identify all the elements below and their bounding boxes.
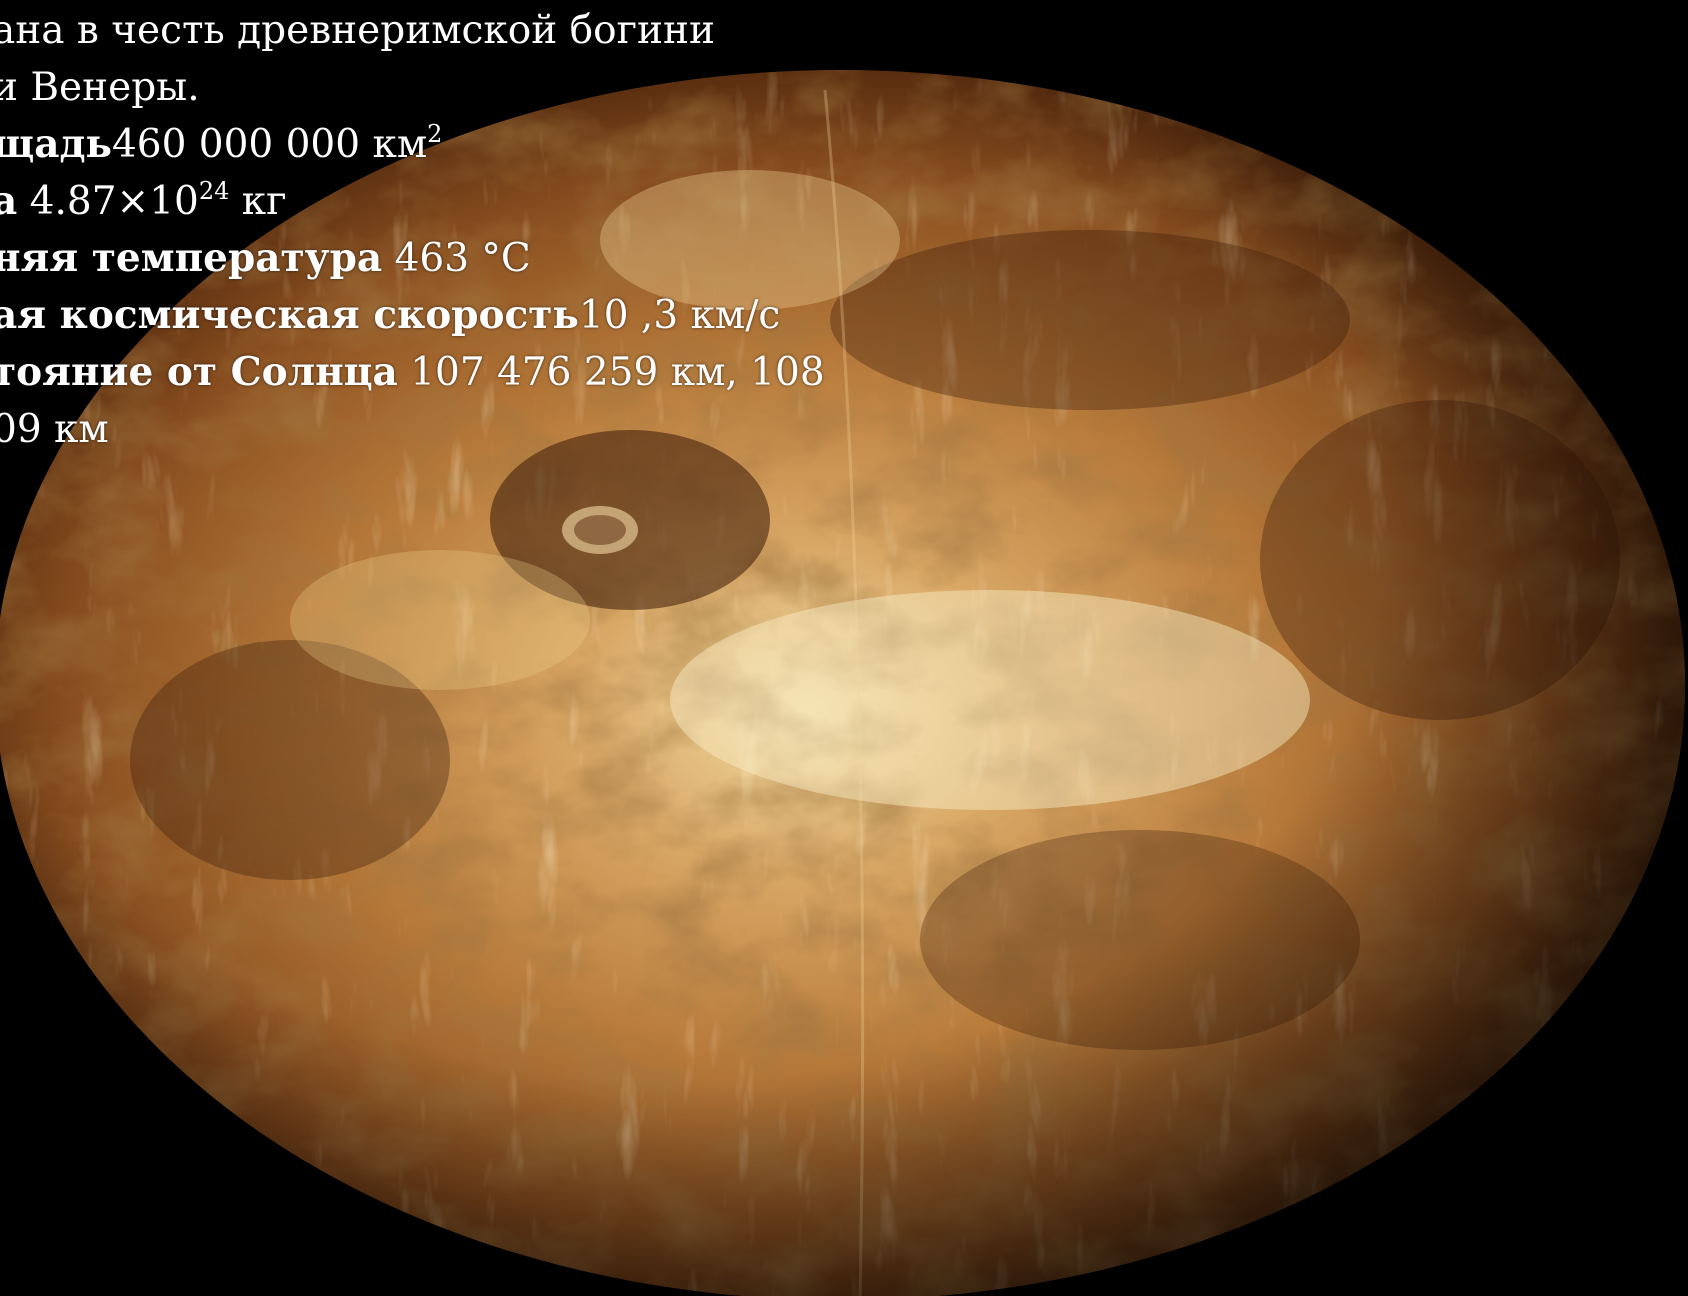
fact-line-name-origin: ана в честь древнеримской богини — [0, 2, 892, 59]
fact-value: 460 000 000 км — [111, 122, 428, 167]
fact-label: няя температура — [0, 235, 383, 281]
fact-line-temperature: няя температура 463 °C — [0, 230, 892, 287]
fact-superscript: 2 — [427, 120, 443, 148]
fact-line-distance-from-sun: тояние от Солнца 107 476 259 км, 108 — [0, 344, 892, 401]
fact-superscript: 24 — [198, 177, 230, 205]
fact-line-area: щадь460 000 000 км2 — [0, 116, 892, 173]
fact-line-name-origin-continued: и Венеры. — [0, 59, 892, 116]
fact-value: 10 ,3 км/с — [578, 293, 781, 338]
fact-line-distance-continued: 09 км — [0, 401, 892, 458]
fact-text: ана в честь древнеримской богини — [0, 8, 716, 53]
fact-label: а — [0, 178, 18, 224]
venus-globe-graphic — [0, 70, 1685, 1296]
venus-facts-list: ана в честь древнеримской богини и Венер… — [0, 0, 892, 458]
fact-label: тояние от Солнца — [0, 349, 398, 395]
fact-value: 463 °C — [382, 236, 531, 281]
fact-line-mass: а 4.87×1024 кг — [0, 173, 892, 230]
fact-suffix: кг — [229, 179, 287, 224]
fact-line-escape-velocity: ая космическая скорость10 ,3 км/с — [0, 287, 892, 344]
fact-text: и Венеры. — [0, 65, 200, 110]
fact-label: щадь — [0, 121, 112, 167]
fact-label: ая космическая скорость — [0, 292, 579, 338]
fact-value: 4.87×10 — [17, 179, 199, 224]
fact-text: 09 км — [0, 407, 109, 452]
fact-value: 107 476 259 км, 108 — [397, 350, 825, 395]
venus-planet-image — [0, 60, 1688, 1296]
